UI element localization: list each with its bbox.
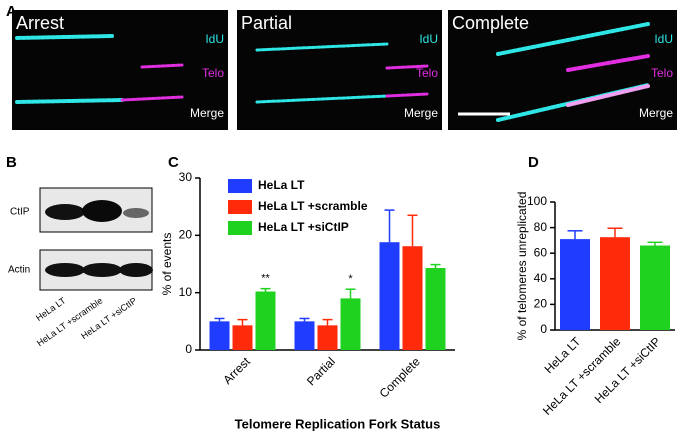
fiber [566, 54, 650, 72]
bar [640, 245, 670, 330]
y-tick-label: 60 [534, 245, 548, 259]
x-tick-label: Complete [377, 354, 423, 400]
significance: * [348, 273, 353, 285]
band [45, 204, 85, 220]
legend-swatch [228, 221, 252, 235]
y-axis-label: % of telomeres unreplicated [515, 192, 529, 341]
micrograph [237, 10, 442, 130]
y-tick-label: 30 [179, 170, 193, 184]
band [45, 263, 85, 277]
band [123, 208, 149, 218]
panel-label: A [6, 3, 17, 20]
legend-swatch [228, 200, 252, 214]
y-tick-label: 80 [534, 220, 548, 234]
significance: ** [261, 273, 270, 285]
lane-label: HeLa LT [34, 295, 68, 323]
fiber [496, 22, 650, 56]
channel-label: IdU [654, 32, 673, 46]
y-tick-label: 100 [527, 194, 547, 208]
y-tick-label: 40 [534, 271, 548, 285]
y-tick-label: 20 [179, 228, 193, 242]
channel-label: Telo [416, 66, 438, 80]
y-tick-label: 10 [179, 285, 193, 299]
bar [317, 325, 338, 350]
channel-label: IdU [419, 32, 438, 46]
legend-label: HeLa LT +scramble [258, 199, 368, 213]
bar [294, 321, 315, 350]
legend-label: HeLa LT [258, 178, 305, 192]
channel-label: Telo [651, 66, 673, 80]
bar [560, 239, 590, 330]
panel-label: D [528, 154, 539, 171]
blot-row-label: Actin [8, 265, 30, 276]
bar [379, 242, 400, 350]
micrograph-title: Partial [241, 13, 292, 33]
x-axis-label: Telomere Replication Fork Status [235, 416, 441, 431]
fiber [255, 42, 389, 52]
bar [402, 246, 423, 350]
channel-label: Telo [202, 66, 224, 80]
y-axis-label: % of events [160, 233, 174, 296]
channel-label: Merge [639, 106, 673, 120]
fiber [120, 95, 184, 102]
channel-label: Merge [190, 106, 224, 120]
bar [340, 298, 361, 350]
legend-label: HeLa LT +siCtIP [258, 220, 349, 234]
panel-label: C [168, 154, 179, 171]
bar [255, 291, 276, 350]
fiber [385, 64, 429, 70]
fiber [15, 98, 124, 104]
x-tick-label: Arrest [220, 354, 253, 387]
bar [600, 237, 630, 330]
band [82, 263, 122, 277]
micrograph-title: Arrest [16, 13, 64, 33]
bar [232, 325, 253, 350]
y-tick-label: 0 [540, 322, 547, 336]
bar [425, 268, 446, 350]
fiber [566, 84, 650, 107]
band [119, 263, 153, 277]
fiber [140, 63, 184, 69]
micrograph [12, 10, 228, 130]
panel-label: B [6, 154, 17, 171]
channel-label: Merge [404, 106, 438, 120]
blot-row-label: CtIP [10, 207, 30, 218]
x-tick-label: Partial [304, 354, 338, 388]
fiber [15, 34, 114, 40]
legend-swatch [228, 179, 252, 193]
band [82, 200, 122, 222]
fiber [255, 94, 389, 104]
y-tick-label: 20 [534, 297, 548, 311]
micrograph-title: Complete [452, 13, 529, 33]
y-tick-label: 0 [185, 342, 192, 356]
channel-label: IdU [205, 32, 224, 46]
fiber [385, 92, 429, 98]
micrograph [448, 10, 677, 130]
bar [209, 321, 230, 350]
